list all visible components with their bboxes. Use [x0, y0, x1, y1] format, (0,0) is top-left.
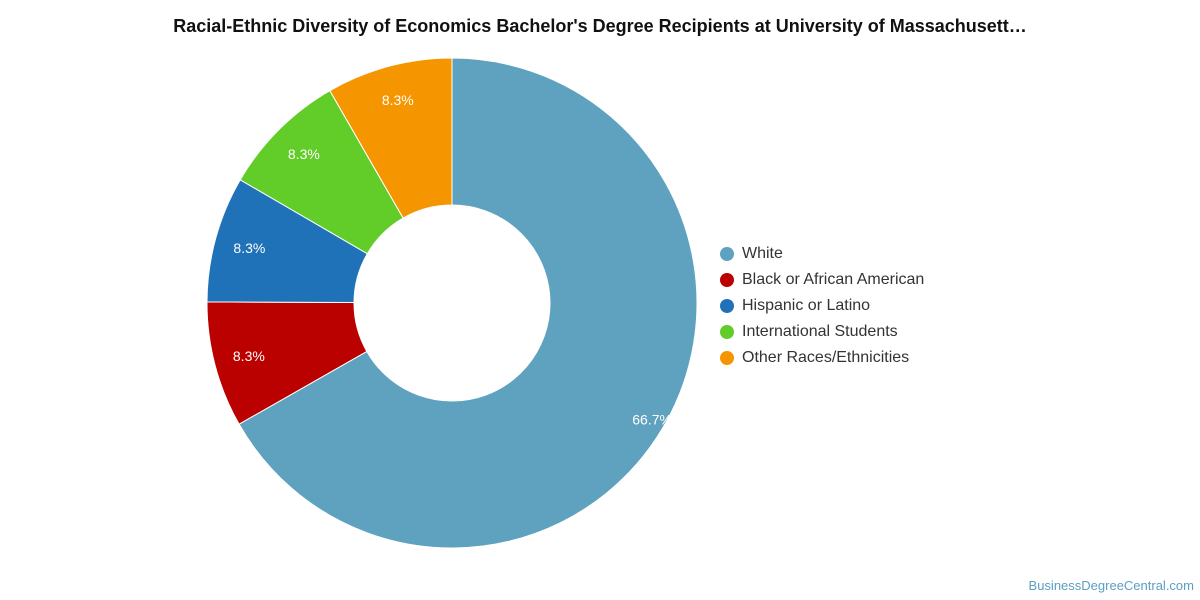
legend-swatch-0: [720, 247, 734, 261]
legend-label-1: Black or African American: [742, 271, 925, 288]
legend-item-3: International Students: [720, 319, 924, 345]
legend-item-1: Black or African American: [720, 267, 924, 293]
legend-label-0: White: [742, 245, 783, 262]
legend-item-0: White: [720, 241, 924, 267]
slice-label-4: 8.3%: [382, 92, 414, 108]
slice-4: [329, 57, 453, 219]
legend-swatch-1: [720, 273, 734, 287]
slice-0: [238, 57, 698, 549]
slice-label-1: 8.3%: [233, 348, 265, 364]
chart-title: Racial-Ethnic Diversity of Economics Bac…: [173, 16, 1027, 36]
watermark: BusinessDegreeCentral.com: [1028, 578, 1194, 593]
legend-label-3: International Students: [742, 323, 898, 340]
legend-swatch-3: [720, 325, 734, 339]
legend-label-4: Other Races/Ethnicities: [742, 349, 910, 366]
legend-label-2: Hispanic or Latino: [742, 297, 871, 314]
slice-label-0: 66.7%: [632, 411, 672, 427]
legend-swatch-4: [720, 351, 734, 365]
chart-legend: White Black or African American Hispanic o…: [720, 241, 924, 371]
slice-label-2: 8.3%: [233, 240, 265, 256]
legend-swatch-2: [720, 299, 734, 313]
slice-label-3: 8.3%: [288, 146, 320, 162]
legend-item-2: Hispanic or Latino: [720, 293, 924, 319]
legend-item-4: Other Races/Ethnicities: [720, 345, 924, 371]
